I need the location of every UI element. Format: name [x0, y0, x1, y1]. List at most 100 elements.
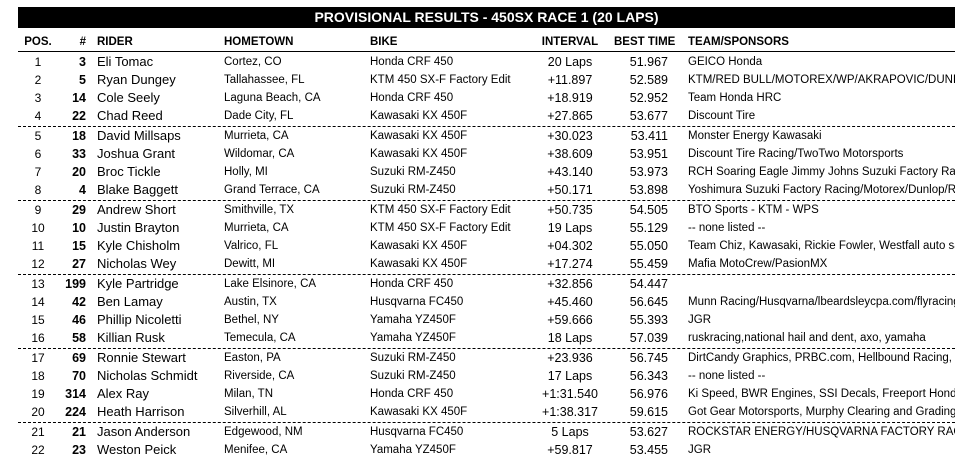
- table-row: 10 10 Justin Brayton Murrieta, CA KTM 450 SX…: [18, 219, 955, 237]
- rider-name: Kyle Chisholm: [97, 238, 181, 253]
- results-title: PROVISIONAL RESULTS - 450SX RACE 1 (20 L…: [18, 7, 955, 28]
- team-sponsors: Team Chiz, Kawasaki, Rickie Fowler, West…: [688, 240, 955, 252]
- bike-number: 314: [65, 387, 86, 401]
- bike: Suzuki RM-Z450: [370, 184, 456, 196]
- group-divider: [18, 200, 955, 201]
- table-header: POS. # RIDER HOMETOWN BIKE INTERVAL BEST…: [18, 36, 955, 52]
- team-sponsors: JGR: [688, 444, 711, 456]
- position: 14: [31, 295, 45, 309]
- interval: +38.609: [547, 147, 593, 161]
- hometown: Milan, TN: [224, 388, 273, 400]
- table-row: 22 23 Weston Peick Menifee, CA Yamaha YZ450F…: [18, 441, 955, 459]
- position: 7: [34, 165, 42, 179]
- rider-name: Andrew Short: [97, 202, 176, 217]
- hometown: Austin, TX: [224, 296, 277, 308]
- rider-name: Joshua Grant: [97, 146, 176, 161]
- position: 18: [31, 369, 45, 383]
- table-row: 1 3 Eli Tomac Cortez, CO Honda CRF 450 20 Lap…: [18, 53, 955, 71]
- best-time: 53.898: [629, 183, 668, 197]
- rider-name: Alex Ray: [97, 386, 150, 401]
- bike-number: 70: [72, 369, 86, 383]
- header-number: #: [79, 36, 86, 48]
- bike-number: 14: [72, 91, 86, 105]
- bike-number: 42: [72, 295, 86, 309]
- position: 5: [34, 129, 42, 143]
- bike-number: 21: [72, 425, 86, 439]
- results-table: 1 3 Eli Tomac Cortez, CO Honda CRF 450 20 Lap…: [18, 53, 955, 459]
- table-row: 16 58 Killian Rusk Temecula, CA Yamaha YZ450…: [18, 329, 955, 347]
- position: 4: [34, 109, 42, 123]
- position: 17: [31, 351, 45, 365]
- header-hometown: HOMETOWN: [224, 36, 294, 48]
- bike-number: 5: [79, 73, 86, 87]
- header-bike: BIKE: [370, 36, 398, 48]
- bike: KTM 450 SX-F Factory Edit: [370, 204, 511, 216]
- interval: +1:31.540: [542, 387, 598, 401]
- interval: +50.735: [547, 203, 593, 217]
- position: 22: [31, 443, 45, 457]
- bike: Kawasaki KX 450F: [370, 406, 468, 418]
- rider-name: Eli Tomac: [97, 54, 154, 69]
- best-time: 55.129: [629, 221, 668, 235]
- team-sponsors: JGR: [688, 314, 711, 326]
- interval: +23.936: [547, 351, 593, 365]
- bike-number: 4: [79, 183, 86, 197]
- table-row: 4 22 Chad Reed Dade City, FL Kawasaki KX 450…: [18, 107, 955, 125]
- hometown: Silverhill, AL: [224, 406, 287, 418]
- hometown: Menifee, CA: [224, 444, 288, 456]
- rider-name: Heath Harrison: [97, 404, 185, 419]
- position: 1: [34, 55, 42, 69]
- table-row: 14 42 Ben Lamay Austin, TX Husqvarna FC450 +4…: [18, 293, 955, 311]
- bike-number: 46: [72, 313, 86, 327]
- team-sponsors: Yoshimura Suzuki Factory Racing/Motorex/…: [688, 184, 955, 196]
- best-time: 53.677: [629, 109, 668, 123]
- hometown: Wildomar, CA: [224, 148, 295, 160]
- team-sponsors: Discount Tire Racing/TwoTwo Motorsports: [688, 148, 904, 160]
- bike-number: 15: [72, 239, 86, 253]
- best-time: 53.411: [630, 129, 668, 143]
- team-sponsors: Munn Racing/Husqvarna/lbeardsleycpa.com/…: [688, 296, 955, 308]
- bike: Suzuki RM-Z450: [370, 352, 456, 364]
- hometown: Smithville, TX: [224, 204, 295, 216]
- table-row: 17 69 Ronnie Stewart Easton, PA Suzuki RM-Z4…: [18, 349, 955, 367]
- bike-number: 69: [72, 351, 86, 365]
- rider-name: Ryan Dungey: [97, 72, 176, 87]
- table-row: 6 33 Joshua Grant Wildomar, CA Kawasaki KX 4…: [18, 145, 955, 163]
- bike: Husqvarna FC450: [370, 296, 464, 308]
- table-row: 8 4 Blake Baggett Grand Terrace, CA Suzuki R…: [18, 181, 955, 199]
- table-row: 18 70 Nicholas Schmidt Riverside, CA Suzuki …: [18, 367, 955, 385]
- hometown: Edgewood, NM: [224, 426, 303, 438]
- interval: +1:38.317: [542, 405, 598, 419]
- bike-number: 27: [72, 257, 86, 271]
- bike-number: 20: [72, 165, 86, 179]
- bike: Honda CRF 450: [370, 92, 454, 104]
- team-sponsors: -- none listed --: [688, 370, 766, 382]
- best-time: 56.645: [629, 295, 668, 309]
- bike: Suzuki RM-Z450: [370, 166, 456, 178]
- position: 15: [31, 313, 45, 327]
- position: 12: [31, 257, 45, 271]
- interval: 17 Laps: [547, 369, 593, 383]
- interval: +18.919: [547, 91, 593, 105]
- position: 3: [34, 91, 42, 105]
- hometown: Dewitt, MI: [224, 258, 276, 270]
- best-time: 59.615: [629, 405, 668, 419]
- table-row: 11 15 Kyle Chisholm Valrico, FL Kawasaki KX …: [18, 237, 955, 255]
- best-time: 51.967: [629, 55, 668, 69]
- hometown: Cortez, CO: [224, 56, 282, 68]
- hometown: Murrieta, CA: [224, 222, 289, 234]
- header-pos: POS.: [24, 36, 52, 48]
- hometown: Grand Terrace, CA: [224, 184, 320, 196]
- bike: Suzuki RM-Z450: [370, 370, 456, 382]
- team-sponsors: -- none listed --: [688, 222, 766, 234]
- group-divider: [18, 422, 955, 423]
- interval: +04.302: [547, 239, 593, 253]
- rider-name: Nicholas Schmidt: [97, 368, 198, 383]
- bike-number: 29: [72, 203, 86, 217]
- bike: Husqvarna FC450: [370, 426, 464, 438]
- best-time: 57.039: [629, 331, 668, 345]
- hometown: Riverside, CA: [224, 370, 295, 382]
- table-row: 15 46 Phillip Nicoletti Bethel, NY Yamaha YZ…: [18, 311, 955, 329]
- best-time: 53.973: [629, 165, 668, 179]
- best-time: 53.627: [629, 425, 668, 439]
